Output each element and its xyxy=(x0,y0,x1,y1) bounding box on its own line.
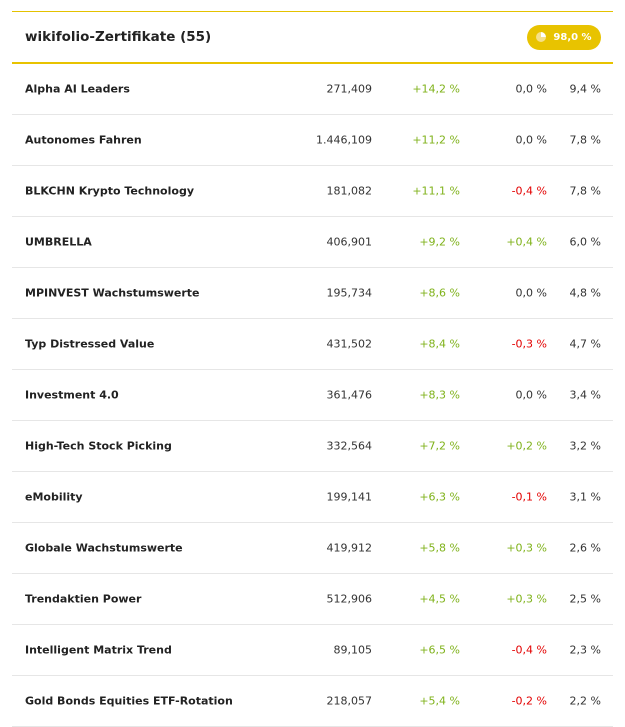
performance: +8,4 % xyxy=(419,337,460,351)
table-row[interactable]: Intelligent Matrix Trend 89,105 +6,5 % -… xyxy=(12,625,613,676)
daily-change: +0,3 % xyxy=(506,541,547,555)
daily-change: -0,1 % xyxy=(511,490,547,504)
daily-change: 0,0 % xyxy=(515,82,547,96)
performance: +11,2 % xyxy=(412,133,460,147)
performance: +14,2 % xyxy=(412,82,460,96)
certificate-name[interactable]: Intelligent Matrix Trend xyxy=(25,643,172,657)
certificate-value: 332,564 xyxy=(326,439,373,453)
daily-change: 0,0 % xyxy=(515,388,547,402)
certificate-name[interactable]: Globale Wachstumswerte xyxy=(25,541,183,555)
certificate-value: 181,082 xyxy=(326,184,373,198)
table-row[interactable]: Globale Wachstumswerte 419,912 +5,8 % +0… xyxy=(12,523,613,574)
table-row[interactable]: Typ Distressed Value 431,502 +8,4 % -0,3… xyxy=(12,319,613,370)
certificate-name[interactable]: Autonomes Fahren xyxy=(25,133,142,147)
certificate-value: 406,901 xyxy=(326,235,373,249)
certificate-name[interactable]: Gold Bonds Equities ETF-Rotation xyxy=(25,694,233,708)
performance: +6,5 % xyxy=(419,643,460,657)
weight: 7,8 % xyxy=(569,184,601,198)
certificate-value: 431,502 xyxy=(326,337,373,351)
daily-change: 0,0 % xyxy=(515,133,547,147)
daily-change: -0,3 % xyxy=(511,337,547,351)
certificate-value: 361,476 xyxy=(326,388,373,402)
certificate-name[interactable]: BLKCHN Krypto Technology xyxy=(25,184,194,198)
performance: +8,6 % xyxy=(419,286,460,300)
performance: +5,4 % xyxy=(419,694,460,708)
allocation-value: 98,0 % xyxy=(553,31,592,43)
weight: 2,2 % xyxy=(569,694,601,708)
weight: 7,8 % xyxy=(569,133,601,147)
table-row[interactable]: Gold Bonds Equities ETF-Rotation 218,057… xyxy=(12,676,613,727)
daily-change: -0,4 % xyxy=(511,643,547,657)
daily-change: +0,2 % xyxy=(506,439,547,453)
weight: 4,7 % xyxy=(569,337,601,351)
panel-title: wikifolio-Zertifikate (55) xyxy=(25,29,212,45)
certificate-value: 199,141 xyxy=(326,490,373,504)
certificate-name[interactable]: Investment 4.0 xyxy=(25,388,119,402)
table-row[interactable]: Autonomes Fahren 1.446,109 +11,2 % 0,0 %… xyxy=(12,115,613,166)
weight: 3,4 % xyxy=(569,388,601,402)
allocation-badge[interactable]: 98,0 % xyxy=(527,24,601,50)
certificate-name[interactable]: Trendaktien Power xyxy=(25,592,142,606)
certificate-value: 195,734 xyxy=(326,286,373,300)
certificate-name[interactable]: UMBRELLA xyxy=(25,235,92,249)
table-row[interactable]: BLKCHN Krypto Technology 181,082 +11,1 %… xyxy=(12,166,613,217)
daily-change: +0,4 % xyxy=(506,235,547,249)
daily-change: -0,4 % xyxy=(511,184,547,198)
certificate-value: 271,409 xyxy=(326,82,373,96)
performance: +11,1 % xyxy=(412,184,460,198)
certificate-name[interactable]: MPINVEST Wachstumswerte xyxy=(25,286,200,300)
performance: +8,3 % xyxy=(419,388,460,402)
daily-change: +0,3 % xyxy=(506,592,547,606)
weight: 4,8 % xyxy=(569,286,601,300)
table-row[interactable]: Alpha AI Leaders 271,409 +14,2 % 0,0 % 9… xyxy=(12,64,613,115)
panel-header: wikifolio-Zertifikate (55) 98,0 % xyxy=(12,12,613,64)
weight: 3,1 % xyxy=(569,490,601,504)
table-row[interactable]: eMobility 199,141 +6,3 % -0,1 % 3,1 % xyxy=(12,472,613,523)
certificate-name[interactable]: High-Tech Stock Picking xyxy=(25,439,172,453)
certificate-value: 218,057 xyxy=(326,694,373,708)
table-row[interactable]: Trendaktien Power 512,906 +4,5 % +0,3 % … xyxy=(12,574,613,625)
table-row[interactable]: MPINVEST Wachstumswerte 195,734 +8,6 % 0… xyxy=(12,268,613,319)
certificate-value: 89,105 xyxy=(333,643,373,657)
certificate-name[interactable]: Typ Distressed Value xyxy=(25,337,155,351)
certificate-list: Alpha AI Leaders 271,409 +14,2 % 0,0 % 9… xyxy=(12,64,613,727)
weight: 3,2 % xyxy=(569,439,601,453)
performance: +7,2 % xyxy=(419,439,460,453)
certificate-name[interactable]: eMobility xyxy=(25,490,83,504)
performance: +4,5 % xyxy=(419,592,460,606)
daily-change: -0,2 % xyxy=(511,694,547,708)
pie-chart-icon xyxy=(536,32,547,42)
certificate-value: 419,912 xyxy=(326,541,373,555)
weight: 6,0 % xyxy=(569,235,601,249)
performance: +9,2 % xyxy=(419,235,460,249)
performance: +6,3 % xyxy=(419,490,460,504)
weight: 2,6 % xyxy=(569,541,601,555)
wikifolio-certificates-panel: wikifolio-Zertifikate (55) 98,0 % Alpha … xyxy=(12,11,613,727)
weight: 2,3 % xyxy=(569,643,601,657)
weight: 2,5 % xyxy=(569,592,601,606)
certificate-value: 1.446,109 xyxy=(316,133,372,147)
daily-change: 0,0 % xyxy=(515,286,547,300)
table-row[interactable]: High-Tech Stock Picking 332,564 +7,2 % +… xyxy=(12,421,613,472)
certificate-value: 512,906 xyxy=(326,592,373,606)
table-row[interactable]: UMBRELLA 406,901 +9,2 % +0,4 % 6,0 % xyxy=(12,217,613,268)
certificate-name[interactable]: Alpha AI Leaders xyxy=(25,82,130,96)
performance: +5,8 % xyxy=(419,541,460,555)
weight: 9,4 % xyxy=(569,82,601,96)
table-row[interactable]: Investment 4.0 361,476 +8,3 % 0,0 % 3,4 … xyxy=(12,370,613,421)
